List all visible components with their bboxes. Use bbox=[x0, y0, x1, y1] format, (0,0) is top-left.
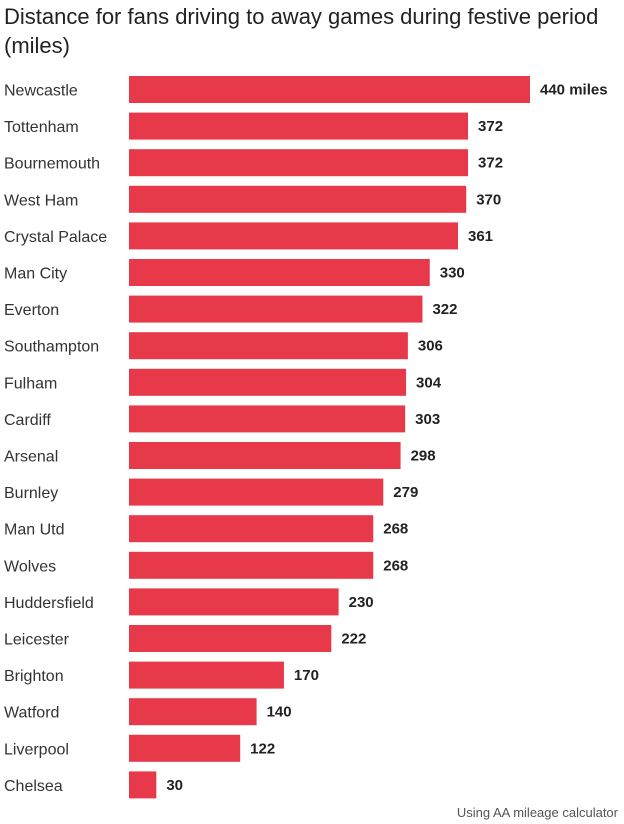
value-label: 303 bbox=[415, 411, 440, 428]
bar bbox=[129, 332, 408, 360]
category-label: Tottenham bbox=[4, 119, 79, 136]
value-label: 304 bbox=[416, 374, 442, 391]
category-label: Huddersfield bbox=[4, 595, 94, 612]
category-label: Crystal Palace bbox=[4, 229, 107, 246]
bars-layer: Newcastle 440 miles Tottenham 372 Bournemout… bbox=[4, 76, 608, 799]
category-label: Brighton bbox=[4, 668, 64, 685]
value-label: 122 bbox=[250, 740, 275, 757]
value-label: 298 bbox=[411, 448, 436, 465]
bar bbox=[129, 625, 332, 652]
bar bbox=[129, 478, 384, 506]
bar bbox=[129, 588, 339, 616]
category-label: Everton bbox=[4, 302, 59, 319]
value-label: 268 bbox=[383, 521, 408, 538]
bar bbox=[129, 405, 406, 433]
value-label: 361 bbox=[468, 228, 493, 245]
category-label: West Ham bbox=[4, 192, 78, 209]
value-label: 268 bbox=[383, 557, 408, 574]
value-label: 279 bbox=[393, 484, 418, 501]
category-label: Wolves bbox=[4, 558, 56, 575]
value-label: 222 bbox=[341, 631, 366, 648]
category-label: Newcastle bbox=[4, 83, 78, 100]
category-label: Man Utd bbox=[4, 522, 64, 539]
bar bbox=[129, 442, 401, 469]
bar bbox=[129, 76, 530, 103]
bar bbox=[129, 149, 469, 177]
bar bbox=[129, 734, 241, 762]
category-label: Leicester bbox=[4, 632, 70, 649]
bar bbox=[129, 368, 407, 396]
value-label: 306 bbox=[418, 338, 443, 355]
value-label: 322 bbox=[432, 301, 457, 318]
category-label: Chelsea bbox=[4, 778, 63, 795]
value-label: 230 bbox=[349, 594, 374, 611]
category-label: Man City bbox=[4, 266, 67, 283]
category-label: Liverpool bbox=[4, 741, 69, 758]
bar bbox=[129, 295, 423, 323]
bar bbox=[129, 222, 459, 250]
value-label: 372 bbox=[478, 155, 503, 172]
value-label: 30 bbox=[166, 777, 183, 794]
category-label: Bournemouth bbox=[4, 156, 100, 173]
bar bbox=[129, 515, 374, 543]
category-label: Arsenal bbox=[4, 449, 58, 466]
value-label: 330 bbox=[440, 265, 465, 282]
value-label: 370 bbox=[476, 191, 501, 208]
bar bbox=[129, 259, 430, 286]
category-label: Fulham bbox=[4, 375, 57, 392]
value-label: 440 miles bbox=[540, 82, 608, 99]
bar bbox=[129, 771, 157, 799]
bar bbox=[129, 661, 284, 689]
chart-title: Distance for fans driving to away games … bbox=[4, 4, 599, 58]
source-note: Using AA mileage calculator bbox=[456, 805, 618, 820]
bar bbox=[129, 698, 257, 726]
category-label: Southampton bbox=[4, 339, 99, 356]
category-label: Watford bbox=[4, 705, 59, 722]
bar bbox=[129, 112, 469, 140]
value-label: 140 bbox=[267, 704, 292, 721]
category-label: Burnley bbox=[4, 485, 58, 502]
value-label: 170 bbox=[294, 667, 319, 684]
value-label: 372 bbox=[478, 118, 503, 135]
bar bbox=[129, 551, 374, 579]
bar bbox=[129, 185, 467, 213]
category-label: Cardiff bbox=[4, 412, 51, 429]
